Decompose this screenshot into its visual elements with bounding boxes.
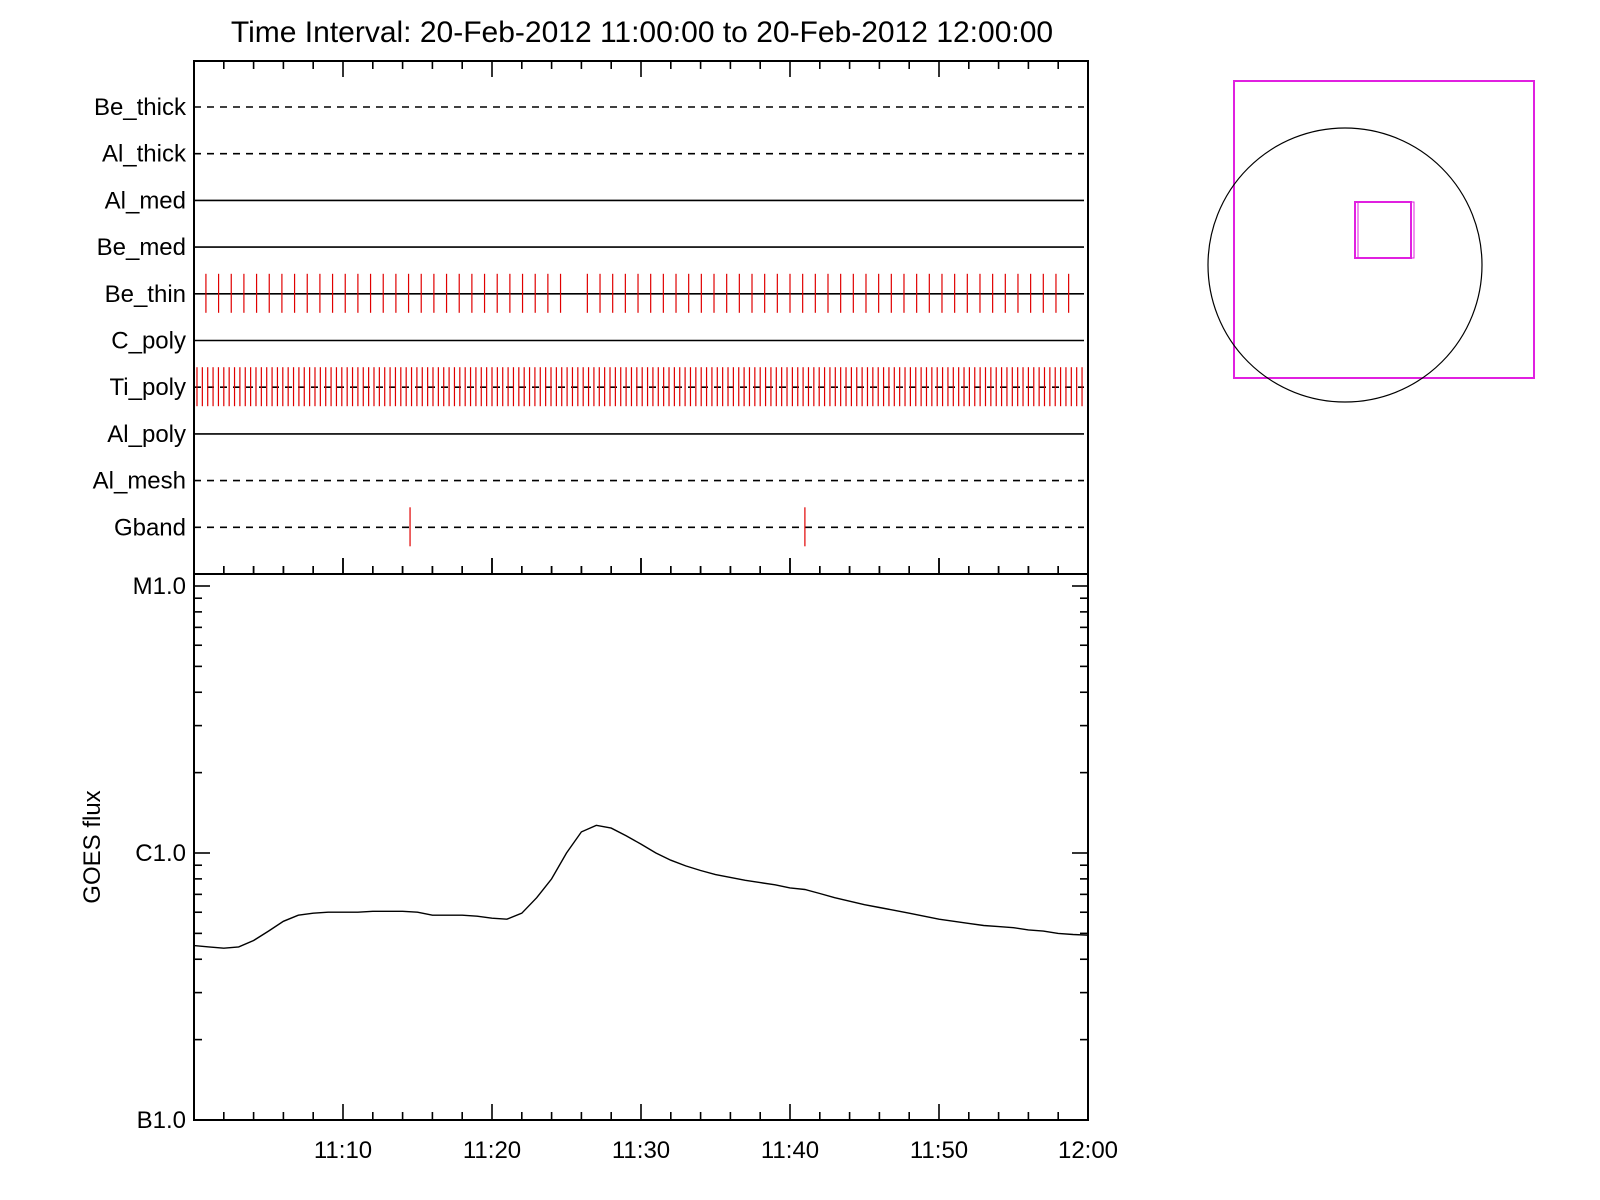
filter-label: Ti_poly — [110, 374, 186, 401]
y-tick-label: B1.0 — [137, 1107, 186, 1134]
small-fov-box-offset — [1357, 201, 1415, 259]
filter-label: Be_med — [97, 234, 186, 261]
filter-label: Al_mesh — [93, 468, 186, 495]
filter-label: Al_med — [105, 187, 186, 214]
x-tick-label: 11:40 — [761, 1137, 819, 1164]
goes-flux-line — [193, 824, 1089, 949]
field-of-view-diagram — [1207, 80, 1535, 403]
filter-label: Al_poly — [107, 421, 186, 448]
filter-label: Be_thin — [105, 281, 186, 308]
solar-limb-circle — [1207, 127, 1483, 403]
x-tick-label: 11:50 — [910, 1137, 968, 1164]
y-axis-label: GOES flux — [79, 790, 106, 903]
goes-axis-ticks: 11:10 11:20 11:30 11:40 11:50 12:00 B1.0 C1.0 M1… — [133, 558, 1118, 1164]
goes-flux-panel: 11:10 11:20 11:30 11:40 11:50 12:00 B1.0 C1.0 M1… — [79, 558, 1118, 1164]
filter-label: Be_thick — [94, 94, 187, 121]
chart-title: Time Interval: 20-Feb-2012 11:00:00 to 2… — [231, 16, 1053, 49]
x-tick-label: 11:30 — [612, 1137, 670, 1164]
large-fov-box — [1233, 80, 1535, 379]
y-tick-label: M1.0 — [133, 573, 186, 600]
small-fov-box — [1354, 201, 1412, 259]
filter-label: Al_thick — [102, 141, 187, 168]
filter-label: Gband — [114, 514, 186, 541]
x-tick-label: 11:20 — [463, 1137, 521, 1164]
x-tick-label: 12:00 — [1058, 1137, 1118, 1164]
filter-timeline-panel: Be_thick Al_thick Al_med Be_med Be_thin C_pol… — [93, 60, 1089, 575]
x-tick-label: 11:10 — [314, 1137, 372, 1164]
filter-rows: Be_thick Al_thick Al_med Be_med Be_thin C_pol… — [93, 94, 1084, 547]
filter-label: C_poly — [111, 328, 186, 355]
goes-plot-frame — [193, 573, 1089, 1121]
y-tick-label: C1.0 — [135, 840, 186, 867]
timeline-x-ticks — [193, 61, 1089, 574]
timeline-plot-frame — [193, 60, 1089, 575]
